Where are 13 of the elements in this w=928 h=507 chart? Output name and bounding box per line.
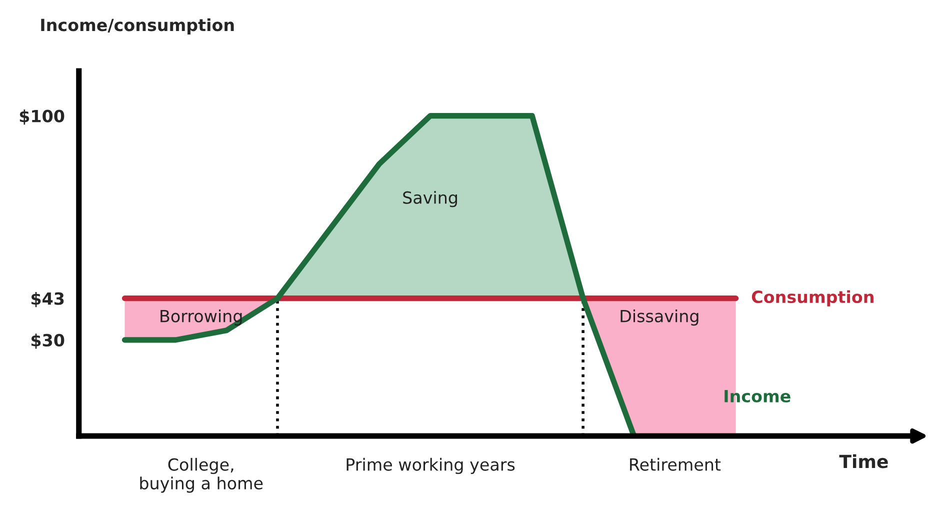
y-tick-label: $30 — [32, 334, 64, 349]
annotation: Borrowing — [160, 309, 242, 326]
annotation: Saving — [403, 191, 457, 208]
y-tick-label: $100 — [20, 109, 64, 125]
annotation: Dissaving — [620, 309, 698, 326]
text: Income — [724, 390, 790, 402]
text: Prime working years — [346, 458, 515, 474]
series-label: Consumption — [752, 290, 874, 306]
text: Retirement — [630, 458, 721, 471]
y-axis-title: Income/consumption — [41, 18, 234, 34]
y-tick-label: $43 — [32, 292, 64, 308]
text: College, buying a home — [140, 458, 263, 493]
x-axis-title: Time — [839, 454, 888, 468]
